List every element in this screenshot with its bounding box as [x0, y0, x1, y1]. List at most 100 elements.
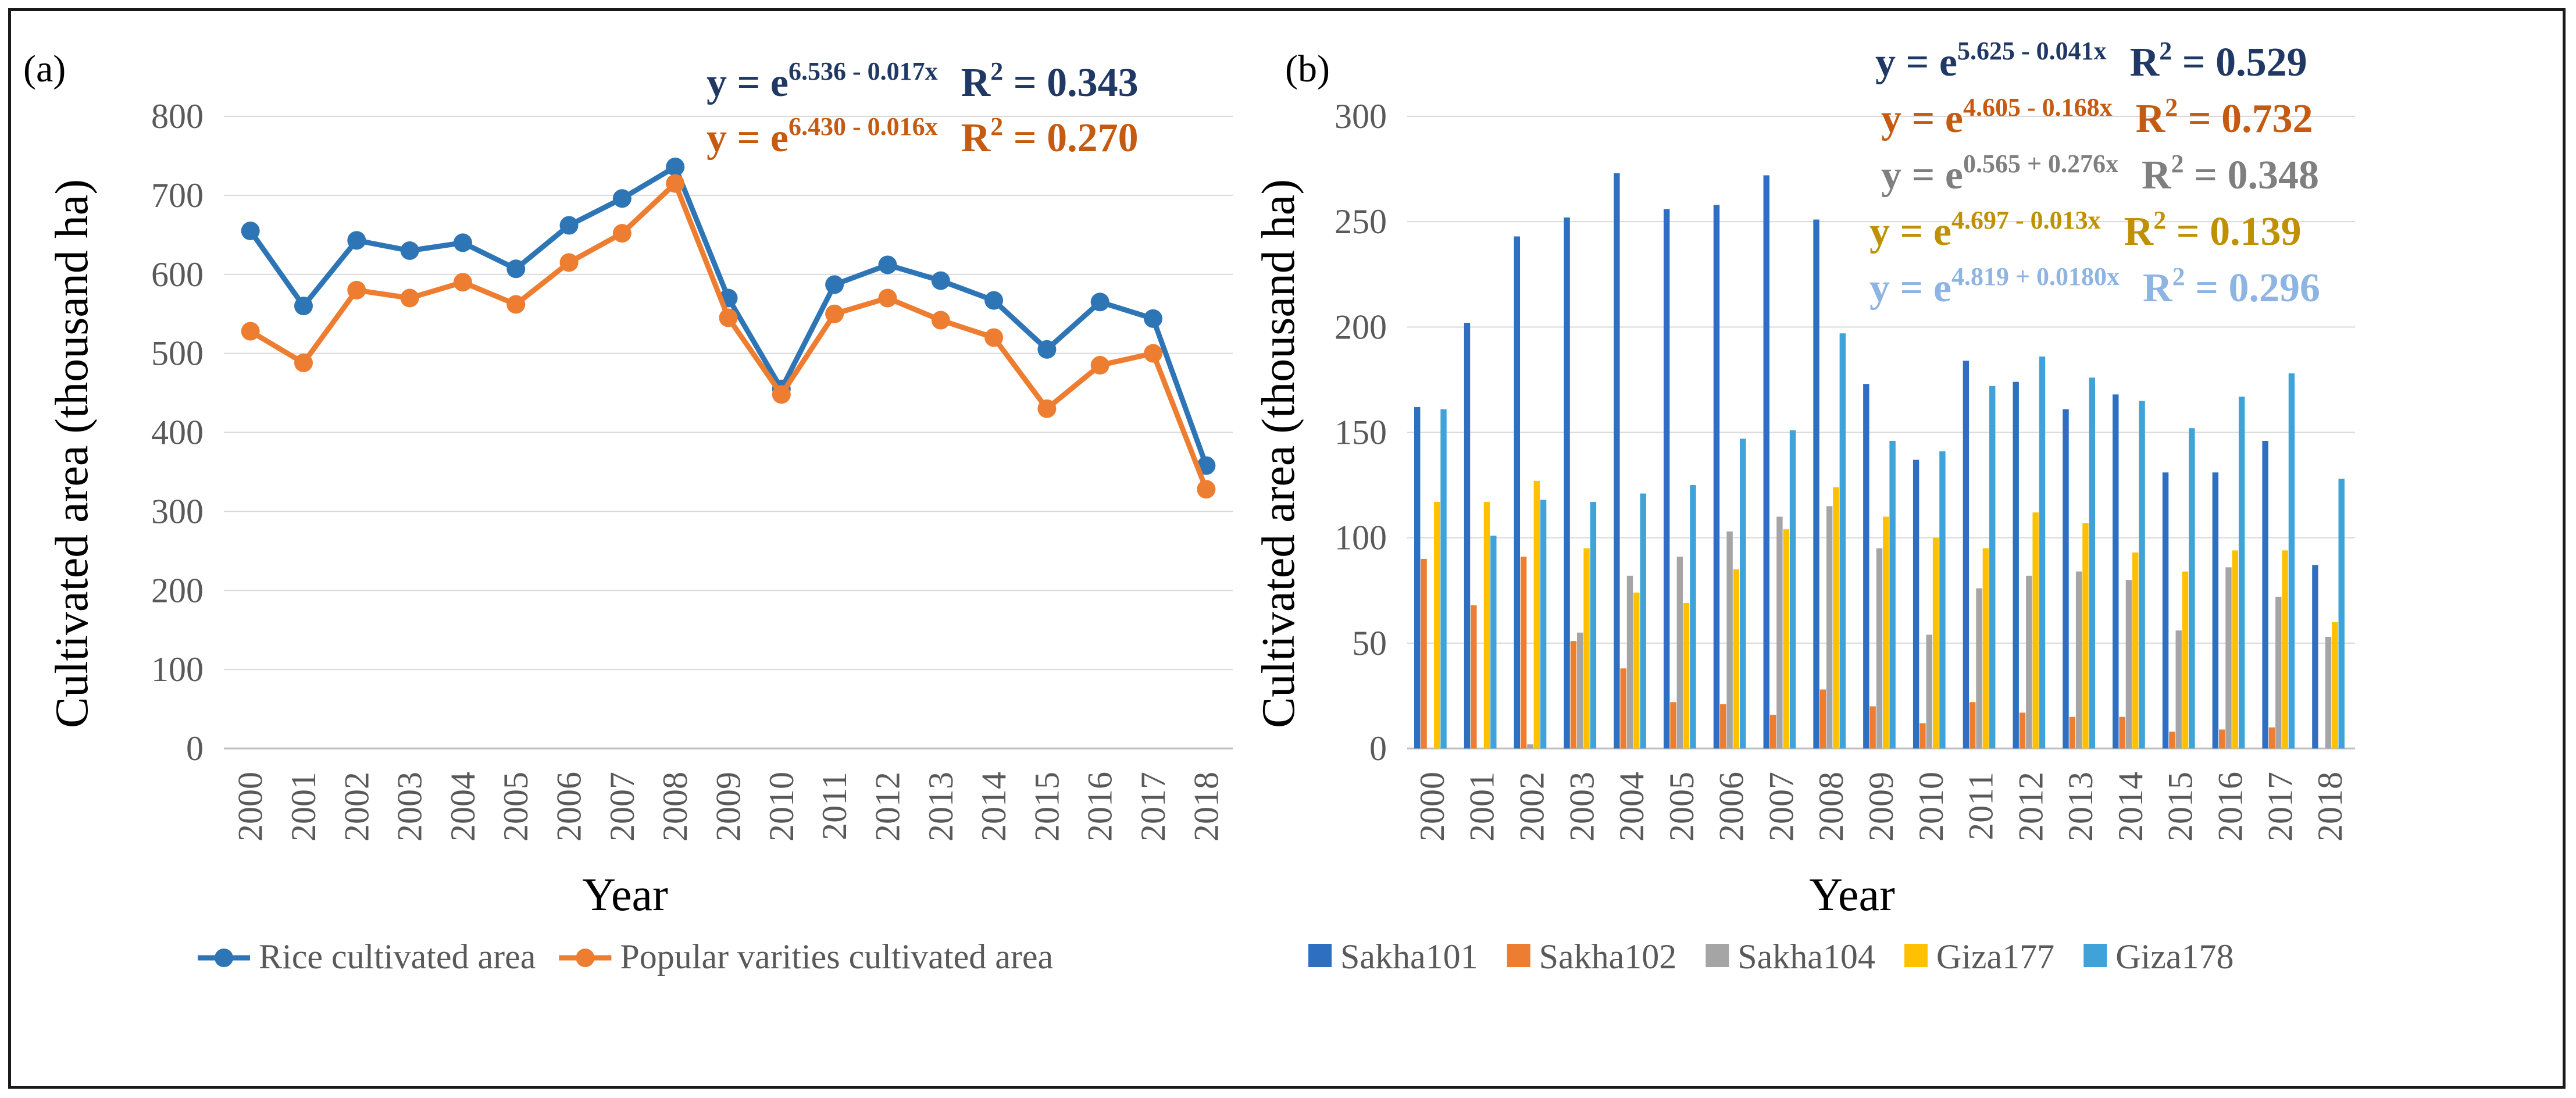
panel-b-legend-label-5: Giza178 — [2115, 937, 2234, 976]
panel-b-legend-swatch-3 — [1706, 944, 1729, 967]
panel-b-bar-sakha102-2015 — [2169, 732, 2175, 748]
panel-b-x-tick-label: 2015 — [2161, 772, 2200, 842]
panel-b-bar-giza178-2005 — [1690, 485, 1696, 748]
panel-b-plot-area: 0 50 100 150 200 250 300 2000 2001 2002 2003 2004 20… — [1308, 37, 2355, 976]
panel-b-x-tick-label: 2003 — [1562, 772, 1601, 842]
panel-a-series-1-point — [294, 297, 313, 316]
panel-b-bar-giza177-2010 — [1932, 537, 1939, 748]
panel-a-series-1-point — [1144, 309, 1163, 328]
panel-b-bar-sakha101-2018 — [2312, 565, 2318, 748]
panel-a-x-tick-label: 2009 — [709, 772, 748, 842]
panel-b-bar-giza177-2005 — [1683, 603, 1690, 748]
panel-b-bar-sakha104-2011 — [1976, 588, 1982, 748]
panel-a-y-tick-label: 200 — [151, 571, 204, 609]
panel-a-series-1-point — [400, 241, 419, 260]
panel-b-legend-label-3: Sakha104 — [1737, 937, 1875, 976]
panel-a-x-tick-label: 2018 — [1187, 772, 1225, 842]
panel-b-bar-giza177-2011 — [1982, 548, 1989, 748]
panel-b-bar-sakha101-2002 — [1514, 236, 1521, 748]
panel-a-x-tick-label: 2007 — [603, 772, 641, 842]
panel-b-bar-sakha102-2000 — [1421, 558, 1427, 748]
panel-a-series-2-point — [400, 288, 419, 308]
panel-a-x-tick-label: 2006 — [550, 772, 588, 842]
panel-b-bar-sakha104-2017 — [2275, 597, 2282, 748]
panel-b-y-title: Cultivated area (thousand ha) — [1253, 179, 1304, 728]
panel-b-legend-swatch-4 — [1904, 944, 1928, 967]
panel-a-x-tick-label: 2017 — [1134, 772, 1172, 842]
figure-frame — [8, 8, 2566, 1089]
panel-a-series-2-point — [984, 328, 1004, 347]
panel-b-bar-giza177-2016 — [2232, 550, 2239, 748]
panel-b-bar-sakha102-2012 — [2019, 712, 2026, 748]
panel-b-bar-giza178-2003 — [1590, 502, 1597, 748]
panel-a-series-2-point — [772, 385, 791, 404]
panel-a-series-1-point — [931, 271, 950, 290]
panel-b-bar-sakha102-2013 — [2069, 716, 2076, 748]
panel-b-bar-giza177-2015 — [2182, 571, 2189, 748]
panel-b-bar-giza177-2014 — [2132, 552, 2139, 748]
panel-b-bar-giza178-2015 — [2189, 428, 2195, 748]
panel-a-series-1-point — [612, 189, 631, 208]
panel-a-series-2-point — [931, 311, 950, 330]
panel-b-bar-giza178-2002 — [1540, 500, 1547, 748]
panel-a-x-tick-label: 2005 — [497, 772, 535, 842]
panel-b-legend-swatch-1 — [1308, 944, 1332, 967]
panel-b-bar-giza177-2001 — [1483, 502, 1490, 748]
panel-b-bar-sakha104-2014 — [2125, 580, 2132, 748]
panel-a-legend-marker-2 — [576, 949, 595, 967]
panel-a-series-1-point — [1037, 340, 1057, 359]
panel-a-series-2-point — [719, 308, 738, 327]
panel-b-bar-giza177-2008 — [1833, 487, 1839, 748]
panel-b-bar-giza177-2002 — [1533, 480, 1540, 748]
panel-a-y-tick-label: 0 — [186, 729, 204, 768]
panel-a-series-1-point — [559, 216, 579, 235]
panel-b-bar-sakha102-2017 — [2268, 727, 2275, 748]
panel-a-x-tick-label: 2011 — [815, 772, 854, 840]
panel-b-bar-giza177-2007 — [1783, 529, 1789, 748]
panel-b-bar-sakha101-2017 — [2262, 440, 2268, 748]
panel-b-x-tick-label: 2012 — [2011, 772, 2050, 842]
panel-a-series-2-point — [825, 304, 844, 323]
panel-b-bar-sakha102-2003 — [1570, 641, 1577, 748]
panel-a-series-2-point — [612, 224, 631, 243]
panel-b-bar-giza178-2012 — [2039, 357, 2046, 748]
panel-b-bar-giza177-2013 — [2082, 523, 2089, 748]
panel-b-bar-giza178-2004 — [1640, 493, 1646, 748]
panel-b-legend-label-1: Sakha101 — [1340, 937, 1478, 976]
panel-a-plot-area: 0 100 200 300 400 500 600 700 800 2000 2001 2002 200… — [151, 57, 1233, 976]
panel-b-legend-label-4: Giza177 — [1936, 937, 2054, 976]
panel-b-bar-giza178-2017 — [2288, 373, 2295, 748]
panel-a-series-1-point — [1090, 293, 1109, 312]
panel-b-bar-giza177-2006 — [1733, 569, 1740, 748]
panel-b-bar-giza177-2017 — [2282, 550, 2288, 748]
panel-b-bar-sakha102-2014 — [2119, 716, 2125, 748]
panel-b-equation-3: y = e0.565 + 0.276x R2 = 0.348 — [1881, 149, 2319, 198]
panel-a-x-tick-label: 2010 — [762, 772, 801, 842]
panel-b-bar-sakha101-2010 — [1913, 459, 1919, 748]
panel-b-x-tick-label: 2001 — [1463, 772, 1501, 842]
panel-a-series-2-point — [1037, 399, 1057, 418]
panel-b-bar-sakha101-2012 — [2013, 382, 2019, 748]
panel-b-bar-sakha101-2001 — [1464, 323, 1471, 748]
panel-b-bar-sakha104-2008 — [1826, 506, 1833, 748]
panel-a-y-tick-label: 500 — [151, 334, 204, 373]
panel-b-x-tick-label: 2018 — [2311, 772, 2349, 842]
panel-a-y-tick-label: 100 — [151, 650, 204, 689]
panel-b-bar-sakha102-2002 — [1520, 557, 1527, 748]
panel-b-bar-sakha101-2009 — [1863, 384, 1869, 748]
panel-b-bar-giza178-2018 — [2338, 479, 2345, 748]
panel-b-bar-sakha104-2012 — [2026, 575, 2032, 748]
panel-a-x-tick-label: 2001 — [284, 772, 323, 842]
panel-b-bar-giza178-2007 — [1789, 430, 1796, 748]
panel-b-y-tick-label: 100 — [1335, 519, 1387, 557]
panel-a-series-2-point — [347, 280, 366, 300]
panel-b-bar-sakha101-2016 — [2212, 472, 2219, 748]
panel-b-bar-sakha101-2008 — [1813, 219, 1819, 748]
panel-b-bar-sakha101-2006 — [1713, 205, 1720, 748]
panel-a-series-2-point — [241, 322, 260, 341]
panel-b-bar-giza178-2000 — [1440, 409, 1447, 748]
panel-b-bar-giza178-2008 — [1839, 333, 1846, 748]
panel-b-x-tick-label: 2006 — [1712, 772, 1751, 842]
panel-a-series-2-point — [506, 295, 526, 314]
panel-a-x-tick-label: 2002 — [337, 772, 376, 842]
